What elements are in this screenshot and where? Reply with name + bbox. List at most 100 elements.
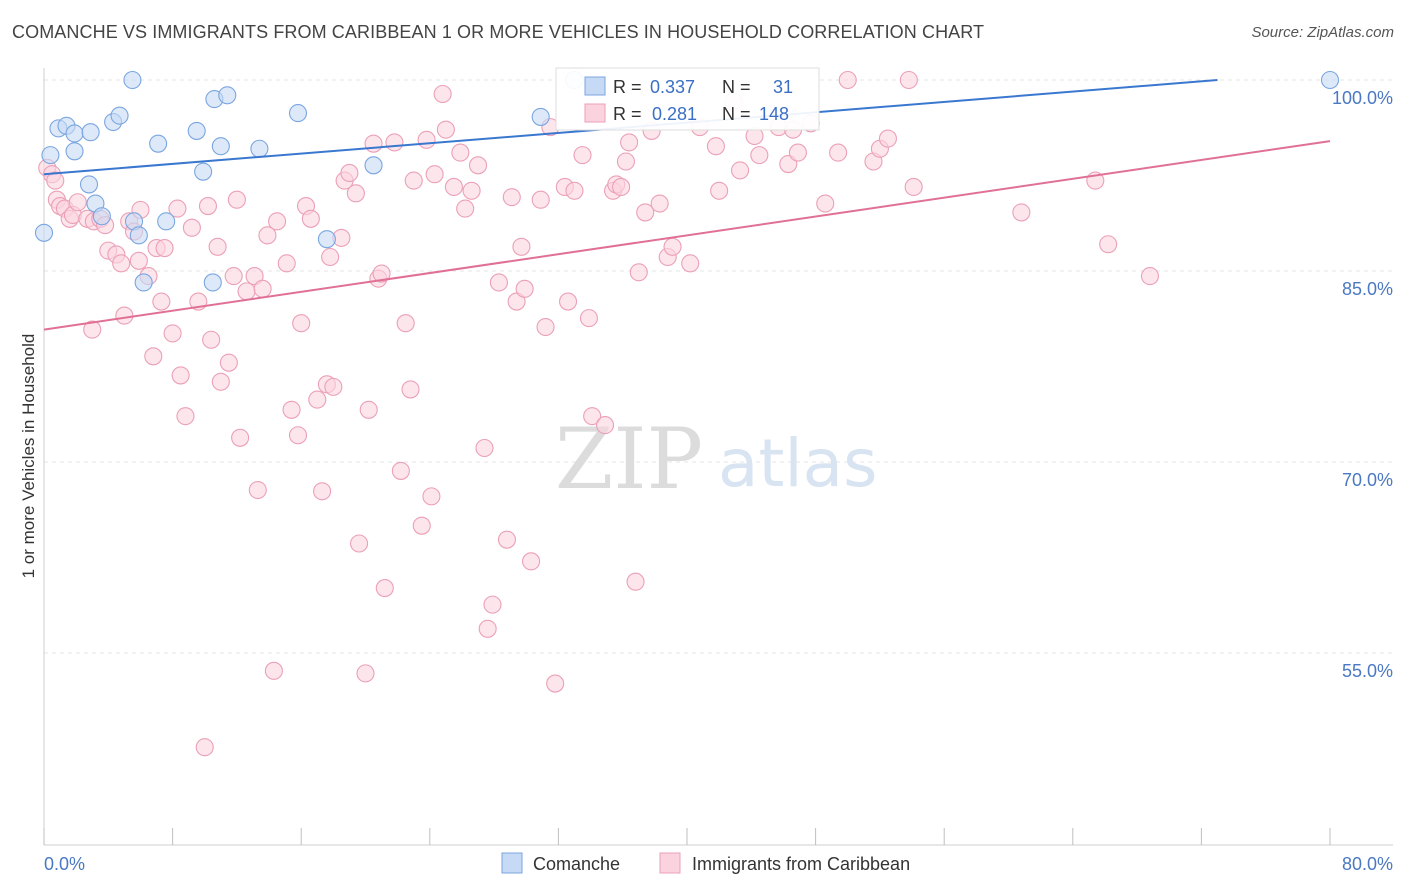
caribbean-point	[253, 279, 272, 298]
caribbean-point	[710, 181, 729, 200]
caribbean-point	[579, 309, 598, 328]
caribbean-point	[171, 366, 190, 385]
caribbean-point	[816, 194, 835, 213]
caribbean-point	[324, 377, 343, 396]
caribbean-point	[237, 282, 256, 301]
stats-r-label-caribbean: R =	[613, 104, 642, 124]
stats-r-value-caribbean: 0.281	[652, 104, 697, 124]
caribbean-point	[391, 461, 410, 480]
comanche-point	[92, 207, 111, 226]
comanche-point	[531, 107, 550, 126]
caribbean-point	[144, 347, 163, 366]
caribbean-point	[264, 661, 283, 680]
caribbean-point	[176, 407, 195, 426]
x-tick-label-max: 80.0%	[1342, 854, 1393, 874]
caribbean-point	[626, 572, 645, 591]
caribbean-point	[730, 161, 750, 180]
y-axis-label: 1 or more Vehicles in Household	[19, 334, 38, 579]
stats-legend-swatch-caribbean	[584, 103, 606, 123]
caribbean-point	[248, 480, 267, 500]
caribbean-point	[444, 177, 463, 197]
comanche-point	[149, 134, 168, 153]
caribbean-point	[83, 320, 102, 339]
caribbean-point	[489, 273, 508, 292]
y-tick-label: 55.0%	[1342, 661, 1393, 681]
caribbean-point	[422, 487, 441, 506]
y-tick-label: 100.0%	[1332, 88, 1393, 108]
stats-n-value-caribbean: 148	[759, 104, 789, 124]
caribbean-point	[404, 171, 423, 190]
caribbean-point	[788, 143, 807, 162]
comanche-point	[1320, 70, 1340, 90]
caribbean-point	[899, 70, 918, 90]
stats-legend-swatch-comanche	[584, 76, 606, 96]
caribbean-trend-line	[43, 140, 1331, 331]
comanche-point	[123, 70, 142, 90]
comanche-point	[317, 230, 336, 249]
comanche-point	[65, 124, 84, 143]
caribbean-point	[531, 190, 550, 209]
caribbean-point	[475, 438, 494, 458]
caribbean-point	[456, 199, 475, 218]
caribbean-point	[522, 552, 541, 571]
caribbean-point	[227, 190, 246, 209]
caribbean-point	[115, 306, 134, 325]
caribbean-point	[202, 330, 221, 349]
caribbean-point	[224, 267, 243, 286]
caribbean-point	[219, 353, 238, 372]
caribbean-point	[620, 133, 639, 152]
legend-swatch-comanche	[501, 852, 523, 874]
caribbean-point	[565, 181, 584, 200]
caribbean-point	[462, 181, 481, 200]
caribbean-point	[112, 254, 131, 273]
stats-legend: R = 0.337 N = 31 R = 0.281 N = 148	[555, 67, 820, 131]
caribbean-point	[425, 165, 444, 184]
caribbean-point	[356, 664, 375, 683]
caribbean-point	[483, 595, 502, 614]
caribbean-point	[417, 130, 436, 149]
caribbean-point	[536, 317, 555, 337]
caribbean-point	[502, 188, 521, 207]
caribbean-point	[340, 163, 359, 183]
caribbean-point	[515, 279, 534, 298]
caribbean-point	[245, 267, 264, 286]
comanche-point	[203, 273, 222, 292]
caribbean-point	[663, 237, 682, 256]
caribbean-point	[629, 263, 648, 282]
caribbean-point	[468, 156, 488, 175]
caribbean-point	[1012, 203, 1031, 222]
caribbean-point	[904, 177, 923, 197]
caribbean-point	[829, 143, 848, 162]
caribbean-point	[451, 143, 470, 162]
watermark-atlas: atlas	[718, 425, 878, 502]
stats-r-value-comanche: 0.337	[650, 77, 695, 97]
comanche-point	[218, 86, 237, 105]
caribbean-point	[436, 120, 455, 139]
caribbean-point	[231, 428, 250, 447]
series-comanche-points	[34, 70, 1340, 292]
stats-n-label-comanche: N =	[722, 77, 751, 97]
source-credit: Source: ZipAtlas.com	[1251, 24, 1394, 41]
caribbean-point	[1099, 235, 1118, 254]
comanche-point	[288, 104, 308, 123]
watermark: ZIP atlas	[555, 410, 878, 508]
caribbean-point	[282, 400, 301, 419]
y-tick-label: 70.0%	[1342, 470, 1393, 490]
caribbean-point	[396, 314, 415, 333]
caribbean-point	[558, 292, 578, 311]
comanche-point	[81, 123, 100, 142]
stats-r-label-comanche: R =	[613, 77, 642, 97]
caribbean-point	[838, 70, 857, 90]
comanche-point	[65, 142, 84, 161]
caribbean-point	[636, 203, 655, 222]
comanche-point	[129, 226, 148, 245]
caribbean-point	[182, 218, 201, 237]
stats-n-label-caribbean: N =	[722, 104, 751, 124]
caribbean-point	[313, 482, 332, 501]
comanche-point	[250, 139, 269, 158]
legend-label-comanche: Comanche	[533, 854, 620, 874]
caribbean-point	[152, 292, 171, 311]
comanche-point	[211, 137, 230, 156]
caribbean-point	[129, 251, 148, 270]
caribbean-point	[512, 237, 531, 256]
